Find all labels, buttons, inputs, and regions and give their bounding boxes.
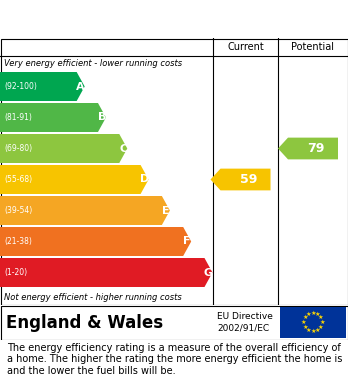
Text: England & Wales: England & Wales (6, 314, 163, 332)
Text: E: E (162, 206, 170, 215)
Text: ★: ★ (315, 312, 321, 317)
Text: ★: ★ (318, 316, 324, 321)
Polygon shape (0, 196, 170, 225)
Text: (55-68): (55-68) (4, 175, 32, 184)
Polygon shape (0, 165, 149, 194)
Text: 79: 79 (307, 142, 325, 155)
Text: Not energy efficient - higher running costs: Not energy efficient - higher running co… (4, 292, 182, 301)
Bar (280, 307, 346, 338)
Text: Potential: Potential (292, 42, 334, 52)
Polygon shape (278, 138, 338, 160)
Text: Very energy efficient - lower running costs: Very energy efficient - lower running co… (4, 59, 182, 68)
Text: ★: ★ (302, 316, 308, 321)
Text: ★: ★ (315, 328, 321, 333)
Text: ★: ★ (318, 325, 324, 330)
Text: (69-80): (69-80) (4, 144, 32, 153)
Text: ★: ★ (306, 328, 311, 333)
Text: (39-54): (39-54) (4, 206, 32, 215)
Text: EU Directive
2002/91/EC: EU Directive 2002/91/EC (217, 312, 273, 333)
Text: (92-100): (92-100) (4, 82, 37, 91)
Text: ★: ★ (302, 325, 308, 330)
Text: ★: ★ (310, 311, 316, 316)
Text: Current: Current (227, 42, 264, 52)
Text: Energy Efficiency Rating: Energy Efficiency Rating (10, 10, 239, 28)
Polygon shape (0, 134, 127, 163)
Text: ★: ★ (310, 329, 316, 334)
Text: G: G (204, 267, 213, 278)
Polygon shape (0, 258, 213, 287)
Text: The energy efficiency rating is a measure of the overall efficiency of a home. T: The energy efficiency rating is a measur… (7, 343, 342, 376)
Text: ★: ★ (301, 320, 307, 325)
Polygon shape (0, 103, 106, 132)
Polygon shape (0, 72, 85, 101)
Text: (1-20): (1-20) (4, 268, 27, 277)
Polygon shape (211, 169, 270, 190)
Text: ★: ★ (306, 312, 311, 317)
Text: ★: ★ (319, 320, 325, 325)
Text: D: D (140, 174, 149, 185)
Text: 59: 59 (240, 173, 257, 186)
Text: A: A (76, 81, 85, 91)
Text: C: C (119, 143, 127, 154)
Polygon shape (0, 227, 191, 256)
Text: (81-91): (81-91) (4, 113, 32, 122)
Text: (21-38): (21-38) (4, 237, 32, 246)
Text: B: B (98, 113, 106, 122)
Text: F: F (183, 237, 191, 246)
